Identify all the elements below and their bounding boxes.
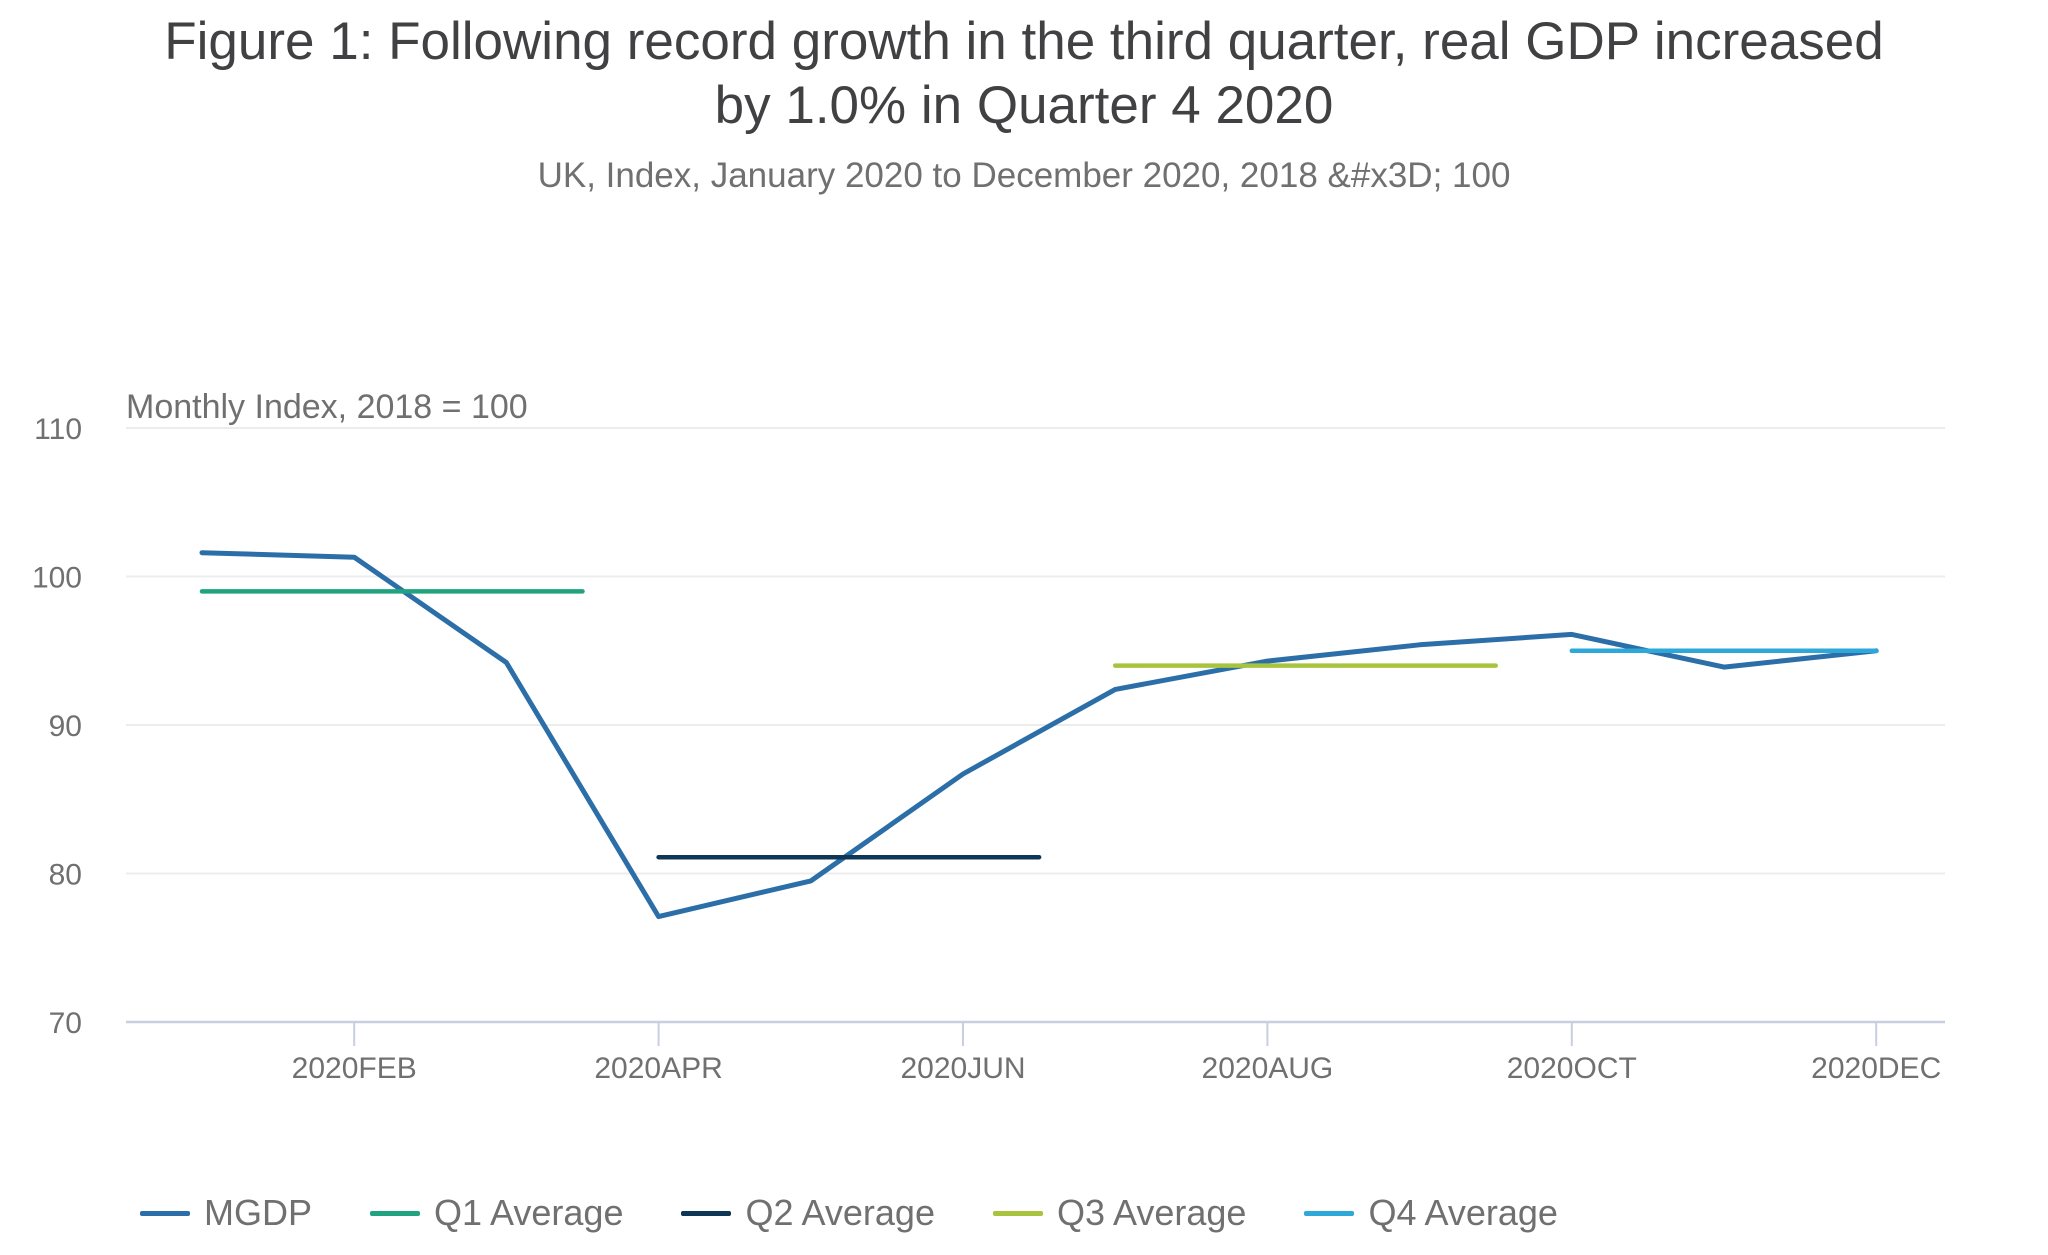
legend-label: MGDP xyxy=(204,1192,312,1233)
chart-title: Figure 1: Following record growth in the… xyxy=(0,10,2048,138)
grid-lines xyxy=(126,427,1945,1024)
legend-label: Q4 Average xyxy=(1368,1192,1558,1233)
y-tick-label: 110 xyxy=(34,413,82,446)
y-axis-ticks: 70 80 90 100 110 xyxy=(32,413,82,1040)
legend-label: Q2 Average xyxy=(745,1192,935,1233)
legend-item-mgdp[interactable]: MGDP xyxy=(140,1192,312,1234)
y-tick-label: 90 xyxy=(49,710,82,743)
legend-item-q4-average[interactable]: Q4 Average xyxy=(1304,1192,1558,1234)
chart-subtitle: UK, Index, January 2020 to December 2020… xyxy=(537,156,1511,195)
legend-swatch xyxy=(681,1210,732,1216)
chart-title-line-1: Figure 1: Following record growth in the… xyxy=(164,12,1884,71)
legend-swatch xyxy=(992,1210,1043,1216)
legend-swatch xyxy=(140,1210,190,1216)
legend-item-q3-average[interactable]: Q3 Average xyxy=(992,1192,1247,1234)
legend-swatch xyxy=(1304,1210,1355,1216)
legend-item-q2-average[interactable]: Q2 Average xyxy=(681,1192,935,1234)
x-tick-label: 2020AUG xyxy=(1202,1052,1334,1085)
x-tick-label: 2020OCT xyxy=(1507,1052,1637,1085)
x-tick-label: 2020JUN xyxy=(900,1052,1025,1085)
x-tick-label: 2020APR xyxy=(594,1052,722,1085)
y-tick-label: 100 xyxy=(32,562,82,595)
y-tick-label: 80 xyxy=(49,859,82,892)
series-lines xyxy=(199,550,1879,920)
legend-label: Q3 Average xyxy=(1056,1192,1247,1233)
chart-legend: MGDP Q1 Average Q2 Average Q3 Average Q4 Ave… xyxy=(140,1185,1558,1241)
legend-label: Q1 Average xyxy=(434,1192,624,1233)
x-tick-label: 2020DEC xyxy=(1811,1052,1941,1085)
legend-item-q1-average[interactable]: Q1 Average xyxy=(370,1192,623,1234)
chart-title-line-2: by 1.0% in Quarter 4 2020 xyxy=(714,76,1334,135)
y-tick-label: 70 xyxy=(49,1007,82,1040)
x-tick-label: 2020FEB xyxy=(292,1052,417,1085)
x-axis-ticks: 2020FEB 2020APR 2020JUN 2020AUG 2020OCT 2020D… xyxy=(292,1022,1941,1085)
legend-swatch xyxy=(370,1210,420,1216)
series-line-mgdp xyxy=(199,550,1879,920)
y-axis-title: Monthly Index, 2018 = 100 xyxy=(126,388,528,426)
